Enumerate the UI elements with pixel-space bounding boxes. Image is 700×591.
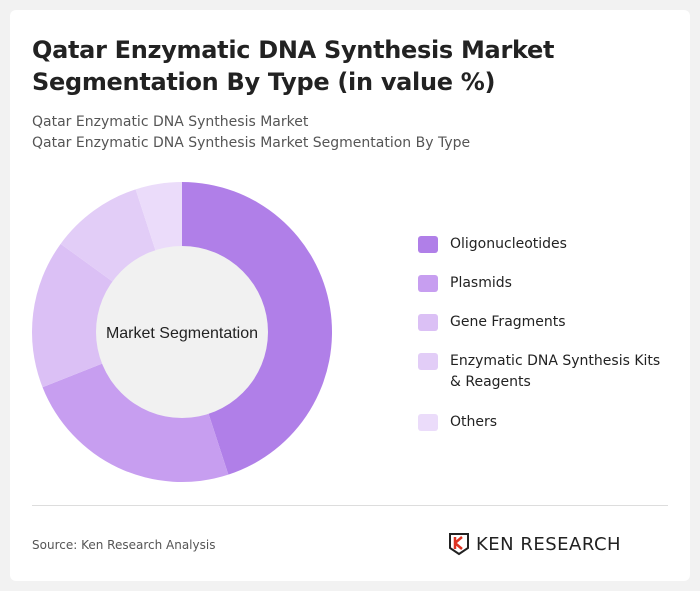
legend-label: Gene Fragments (450, 314, 566, 330)
center-label: Market Segmentation (106, 325, 258, 342)
ken-logo-icon (449, 533, 469, 556)
donut-hole (96, 246, 268, 418)
legend-item: Others (418, 412, 675, 433)
legend-swatch (418, 275, 438, 292)
legend-swatch (418, 236, 438, 253)
legend-swatch (418, 314, 438, 331)
logo-text: KEN RESEARCH (476, 533, 622, 555)
legend-item: Enzymatic DNA Synthesis Kits & Reagents (418, 351, 675, 393)
legend-swatch (418, 414, 438, 431)
legend-swatch (418, 353, 438, 370)
legend-label: Enzymatic DNA Synthesis Kits & Reagents (450, 353, 661, 390)
chart-title: Qatar Enzymatic DNA Synthesis Market Seg… (32, 36, 555, 96)
divider (32, 505, 668, 506)
legend-label: Plasmids (450, 275, 512, 291)
subtitle-market: Qatar Enzymatic DNA Synthesis Market (32, 114, 309, 130)
ken-research-logo: KEN RESEARCH (448, 532, 621, 556)
legend-label: Others (450, 414, 498, 430)
legend-item: Gene Fragments (418, 312, 675, 333)
source-note: Source: Ken Research Analysis (32, 538, 216, 552)
legend-item: Oligonucleotides (418, 234, 675, 255)
legend-label: Oligonucleotides (450, 236, 567, 252)
donut-chart: Market Segmentation (32, 182, 332, 483)
legend-item: Plasmids (418, 273, 675, 294)
subtitle-segmentation: Qatar Enzymatic DNA Synthesis Market Seg… (32, 135, 471, 151)
chart-card: Qatar Enzymatic DNA Synthesis Market Seg… (10, 10, 690, 581)
